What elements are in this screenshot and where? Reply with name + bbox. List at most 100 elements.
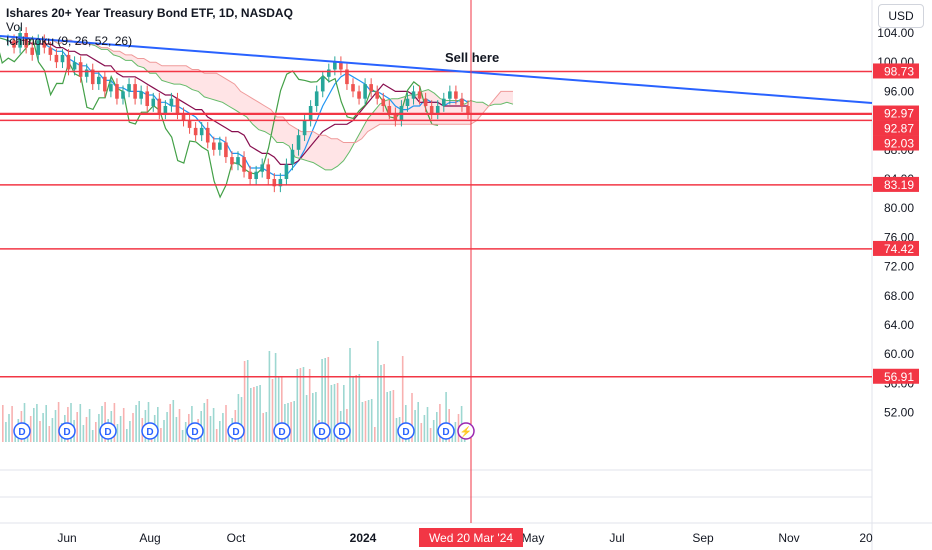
volume-bar (302, 367, 305, 442)
dividend-marker[interactable] (58, 422, 76, 440)
volume-bar (33, 408, 35, 442)
candle-body (260, 164, 265, 172)
volume-bar (355, 375, 357, 442)
candle-body (54, 54, 59, 63)
sell-here-annotation: Sell here (445, 50, 499, 65)
candle-body (435, 106, 440, 114)
volume-bar (147, 402, 150, 442)
volume-bar (308, 369, 311, 442)
price-axis[interactable]: 104.00100.0096.0088.0084.0080.0076.0072.… (877, 26, 914, 420)
symbol-legend[interactable]: Ishares 20+ Year Treasury Bond ETF, 1D, … (6, 6, 293, 48)
kijun-line (7, 39, 468, 165)
horizontal-levels[interactable] (0, 70, 872, 378)
time-tick-label: Sep (692, 531, 714, 545)
candle-body (460, 98, 464, 106)
volume-bar (274, 353, 277, 442)
symbol-title[interactable]: Ishares 20+ Year Treasury Bond ETF, 1D, … (6, 6, 293, 20)
candle-body (363, 84, 367, 99)
crosshair-time-badge-bg (419, 528, 523, 547)
candle-body (175, 98, 180, 114)
candle-body (60, 54, 65, 63)
dividend-marker[interactable] (99, 422, 117, 440)
volume-bar (380, 365, 382, 442)
dividend-marker[interactable] (333, 422, 351, 440)
earnings-marker[interactable]: ⚡ (457, 422, 475, 440)
volume-bar (436, 412, 438, 442)
dividend-marker[interactable] (13, 422, 31, 440)
volume-bar (395, 418, 398, 442)
volume-bar (206, 399, 209, 442)
price-level-badge (873, 105, 919, 121)
time-axis[interactable]: Jun Aug Oct 2024 May Jul Sep Nov 20 (57, 531, 873, 545)
candle-body (326, 69, 331, 77)
dividend-marker[interactable] (273, 422, 291, 440)
price-level-badge-label: 74.42 (884, 242, 914, 256)
candle-body (145, 91, 150, 106)
candle-body (333, 62, 337, 70)
candle-body (72, 62, 77, 70)
volume-bar (367, 400, 370, 442)
price-tick-label: 80.00 (884, 201, 914, 215)
candle-body (12, 40, 16, 48)
dividend-marker[interactable] (437, 422, 455, 440)
volume-bar (343, 385, 345, 442)
candle-body (448, 91, 452, 99)
volume-bar (54, 410, 57, 442)
candle-body (36, 40, 41, 55)
volume-bar (277, 377, 280, 442)
volume-bar (172, 400, 175, 442)
volume-bar (321, 359, 323, 442)
candle-body (454, 91, 458, 99)
volume-bar (352, 376, 354, 442)
currency-button[interactable]: USD (878, 4, 924, 28)
volume-bar (420, 423, 423, 442)
volume-bar (287, 403, 289, 442)
candle-body (18, 33, 22, 48)
volume-bar (333, 384, 336, 442)
candle-body (96, 76, 101, 85)
candle-body (381, 98, 386, 106)
dividend-marker-label: D (232, 427, 239, 438)
volume-bar (166, 412, 168, 442)
crosshair-time-label: Wed 20 Mar '24 (429, 531, 513, 545)
volume-bar (39, 421, 41, 442)
volume-bar (262, 413, 264, 442)
dividend-marker[interactable] (227, 422, 245, 440)
volume-bar (296, 369, 299, 442)
candle-body (393, 113, 398, 121)
candle-body (199, 127, 204, 136)
price-tick-label: 68.00 (884, 289, 914, 303)
earnings-circle[interactable] (457, 422, 475, 440)
volume-bar (76, 412, 78, 442)
dividend-marker[interactable] (313, 422, 331, 440)
dividend-marker[interactable] (141, 422, 159, 440)
volume-bar (327, 357, 330, 442)
candle-body (405, 98, 410, 106)
time-tick-label: 2024 (350, 531, 377, 545)
volume-bar (169, 404, 171, 442)
volume-legend[interactable]: Vol (6, 20, 23, 34)
volume-bar (324, 358, 326, 442)
volume-bar (82, 425, 85, 442)
candle-body (127, 84, 131, 92)
candle-body (345, 69, 349, 85)
dividend-marker[interactable] (397, 422, 415, 440)
time-tick-label: 20 (859, 531, 873, 545)
candle-body (48, 47, 53, 55)
ichimoku-legend[interactable]: Ichimoku (9, 26, 52, 26) (6, 34, 133, 48)
dividend-marker-label: D (18, 427, 25, 438)
time-tick-label: Nov (778, 531, 799, 545)
volume-bar (45, 405, 47, 442)
volume-bar (454, 422, 457, 442)
time-tick-label: Jul (609, 531, 624, 545)
dividend-marker[interactable] (186, 422, 204, 440)
candle-body (314, 91, 319, 106)
trend-line[interactable] (0, 35, 873, 104)
candle-body (66, 54, 71, 70)
volume-bar (175, 417, 178, 442)
candle-body (236, 157, 240, 165)
volume-bar (281, 376, 283, 442)
